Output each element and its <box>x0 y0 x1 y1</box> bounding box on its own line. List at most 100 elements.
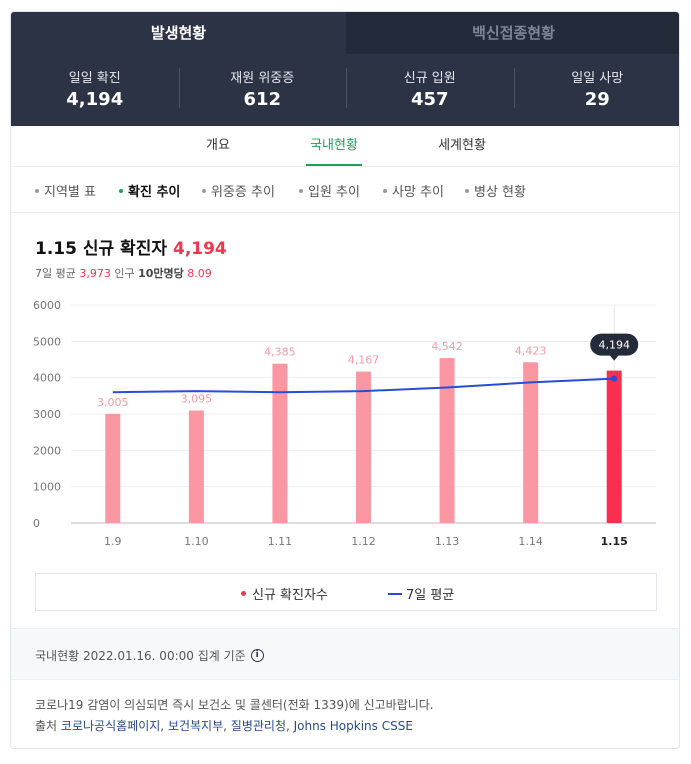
x-tick-label: 1.10 <box>184 535 209 548</box>
bar-value-label: 4,385 <box>264 346 296 359</box>
stat-critical: 재원 위중증 612 <box>178 54 347 126</box>
filter-region-table[interactable]: 지역별 표 <box>35 181 96 200</box>
source-link-mohw[interactable]: 보건복지부 <box>167 719 224 733</box>
data-basis-text: 국내현황 2022.01.16. 00:00 집계 기준 i <box>35 647 264 664</box>
bar <box>439 357 455 523</box>
bullet-icon <box>119 188 123 193</box>
legend-item-bars[interactable]: 신규 확진자수 <box>241 584 328 603</box>
bar <box>356 371 371 523</box>
bullet-icon <box>35 188 39 193</box>
x-tick-label: 1.13 <box>435 535 460 548</box>
pop-value: 8.09 <box>187 267 212 280</box>
source-prefix: 출처 <box>35 719 58 733</box>
filter-confirmed-trend[interactable]: 확진 추이 <box>119 181 180 200</box>
bullet-icon <box>465 188 469 193</box>
source-link-official[interactable]: 코로나공식홈페이지 <box>60 719 161 733</box>
tab-overview[interactable]: 개요 <box>206 138 230 153</box>
notice-text: 코로나19 감염이 의심되면 즉시 보건소 및 콜센터(전화 1339)에 신고… <box>35 698 434 712</box>
info-icon[interactable]: i <box>250 649 264 662</box>
legend-label: 7일 평균 <box>406 588 455 603</box>
stat-value: 4,194 <box>66 89 124 110</box>
stat-new-admissions: 신규 입원 457 <box>346 54 514 126</box>
bar-value-label: 4,423 <box>515 344 547 357</box>
bar <box>105 413 121 523</box>
headline-title: 1.15 신규 확진자 <box>35 239 167 259</box>
y-tick-label: 6000 <box>33 299 61 312</box>
bar <box>606 370 622 523</box>
filter-label: 지역별 표 <box>44 185 96 200</box>
source-link-kdca[interactable]: 질병관리청 <box>230 719 286 733</box>
stat-label: 신규 입원 <box>403 71 456 86</box>
bar-value-label: 3,095 <box>181 393 213 406</box>
stat-label: 일일 사망 <box>571 71 624 86</box>
tab-domestic[interactable]: 국내현황 <box>306 126 362 166</box>
avg-point <box>611 375 618 382</box>
y-tick-label: 3000 <box>33 408 61 421</box>
filter-label: 사망 추이 <box>392 185 444 200</box>
x-tick-label: 1.15 <box>601 535 628 548</box>
stat-label: 일일 확진 <box>68 71 121 86</box>
top-tabs: 발생현황 백신접종현황 <box>11 12 679 54</box>
stat-value: 612 <box>243 89 282 110</box>
filter-label: 입원 추이 <box>308 185 360 200</box>
bullet-icon <box>299 188 303 193</box>
covid-status-card: 발생현황 백신접종현황 일일 확진 4,194 재원 위중증 612 신규 입원… <box>10 11 680 749</box>
y-tick-label: 0 <box>33 517 40 530</box>
x-tick-label: 1.12 <box>351 535 376 548</box>
chart-headline: 1.15 신규 확진자 4,194 <box>35 234 227 259</box>
source-line: 출처 코로나공식홈페이지, 보건복지부, 질병관리청, Johns Hopkin… <box>35 719 413 733</box>
avg-label: 7일 평균 <box>35 267 76 280</box>
filter-critical-trend[interactable]: 위중증 추이 <box>202 181 275 200</box>
bar-value-label: 3,005 <box>97 396 129 409</box>
source-link-jhu[interactable]: Johns Hopkins CSSE <box>293 719 413 733</box>
filter-label: 확진 추이 <box>128 185 181 200</box>
tab-outbreak-status[interactable]: 발생현황 <box>11 12 346 54</box>
avg-line <box>112 377 615 394</box>
y-tick-label: 1000 <box>33 481 61 494</box>
chart-subline: 7일 평균 3,973 인구 10만명당 8.09 <box>35 265 212 281</box>
tooltip-value: 4,194 <box>598 339 630 352</box>
x-tick-label: 1.14 <box>518 535 543 548</box>
filter-label: 병상 현황 <box>474 185 526 200</box>
y-tick-label: 2000 <box>33 444 61 457</box>
stat-label: 재원 위중증 <box>230 71 295 86</box>
stats-bar: 일일 확진 4,194 재원 위중증 612 신규 입원 457 일일 사망 2… <box>11 54 680 126</box>
stat-daily-deaths: 일일 사망 29 <box>513 54 680 126</box>
filter-death-trend[interactable]: 사망 추이 <box>383 181 444 200</box>
stat-daily-confirmed: 일일 확진 4,194 <box>11 54 179 126</box>
bar <box>523 362 539 523</box>
stat-value: 29 <box>584 89 610 110</box>
bar-value-label: 4,542 <box>431 340 463 353</box>
data-basis-label: 국내현황 2022.01.16. 00:00 집계 기준 <box>35 649 246 663</box>
y-tick-label: 4000 <box>33 372 61 385</box>
stat-value: 457 <box>410 89 449 110</box>
filter-admission-trend[interactable]: 입원 추이 <box>299 181 360 200</box>
bar <box>188 410 204 523</box>
chart-legend: 신규 확진자수 7일 평균 <box>35 573 657 611</box>
tooltip-pointer <box>609 354 620 361</box>
pop-label-bold: 10만명당 <box>138 267 184 280</box>
sub-tabs: 개요 국내현황 세계현황 <box>11 126 679 167</box>
legend-line-icon <box>388 592 402 595</box>
x-tick-label: 1.11 <box>268 535 293 548</box>
filter-label: 위중증 추이 <box>211 185 275 200</box>
legend-label: 신규 확진자수 <box>252 588 328 603</box>
x-tick-label: 1.9 <box>104 535 122 548</box>
y-tick-label: 5000 <box>33 335 61 348</box>
headline-value: 4,194 <box>172 239 227 259</box>
data-basis-bar: 국내현황 2022.01.16. 00:00 집계 기준 i <box>11 628 679 680</box>
filter-bar: 지역별 표 확진 추이 위중증 추이 입원 추이 사망 추이 병상 현황 <box>11 167 679 213</box>
bar-value-label: 4,167 <box>348 354 380 367</box>
value-tooltip <box>590 333 639 356</box>
bar <box>272 363 288 523</box>
legend-item-line[interactable]: 7일 평균 <box>388 584 454 603</box>
avg-value: 3,973 <box>79 267 111 280</box>
pop-label-pre: 인구 <box>114 267 139 280</box>
legend-dot-icon <box>241 591 246 596</box>
bullet-icon <box>202 188 206 193</box>
tab-world[interactable]: 세계현황 <box>438 138 486 153</box>
bullet-icon <box>383 188 387 193</box>
confirmed-cases-chart: 0 1000 2000 3000 4000 5000 6000 3,005 3,095 4,385… <box>33 299 656 548</box>
tab-vaccination-status[interactable]: 백신접종현황 <box>346 12 679 54</box>
filter-bed-status[interactable]: 병상 현황 <box>465 181 526 200</box>
